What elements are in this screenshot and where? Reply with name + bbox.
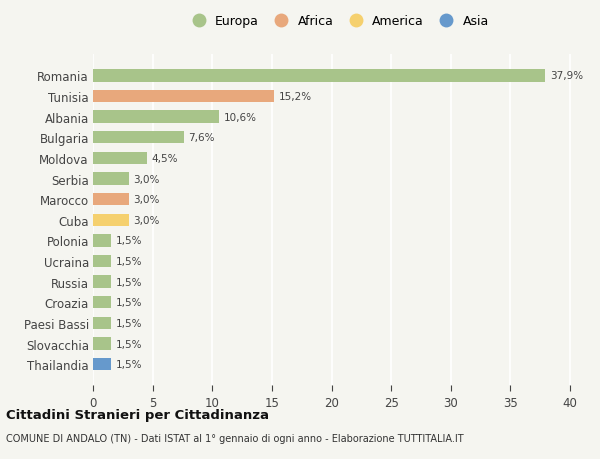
Text: 1,5%: 1,5% (116, 277, 142, 287)
Bar (93, 338, 111, 350)
Text: 15,2%: 15,2% (279, 92, 312, 102)
Bar (93, 235, 111, 247)
Text: 37,9%: 37,9% (550, 71, 583, 81)
Text: 1,5%: 1,5% (116, 236, 142, 246)
Text: 7,6%: 7,6% (188, 133, 215, 143)
Bar (93, 111, 220, 123)
Bar (93, 194, 129, 206)
Text: 3,0%: 3,0% (134, 195, 160, 205)
Text: 1,5%: 1,5% (116, 359, 142, 369)
Bar (93, 255, 111, 268)
Bar (93, 91, 274, 103)
Bar (93, 276, 111, 288)
Bar (93, 317, 111, 330)
Bar (93, 152, 146, 165)
Text: COMUNE DI ANDALO (TN) - Dati ISTAT al 1° gennaio di ogni anno - Elaborazione TUT: COMUNE DI ANDALO (TN) - Dati ISTAT al 1°… (6, 433, 464, 442)
Bar (93, 358, 111, 370)
Bar (93, 70, 545, 83)
Text: 10,6%: 10,6% (224, 112, 257, 123)
Text: 3,0%: 3,0% (134, 215, 160, 225)
Legend: Europa, Africa, America, Asia: Europa, Africa, America, Asia (186, 15, 489, 28)
Text: 4,5%: 4,5% (151, 154, 178, 163)
Text: 1,5%: 1,5% (116, 339, 142, 349)
Bar (93, 214, 129, 226)
Text: 1,5%: 1,5% (116, 297, 142, 308)
Bar (93, 297, 111, 309)
Text: 1,5%: 1,5% (116, 318, 142, 328)
Text: 1,5%: 1,5% (116, 257, 142, 267)
Bar (93, 173, 129, 185)
Text: 3,0%: 3,0% (134, 174, 160, 184)
Text: Cittadini Stranieri per Cittadinanza: Cittadini Stranieri per Cittadinanza (6, 408, 269, 421)
Bar (93, 132, 184, 144)
